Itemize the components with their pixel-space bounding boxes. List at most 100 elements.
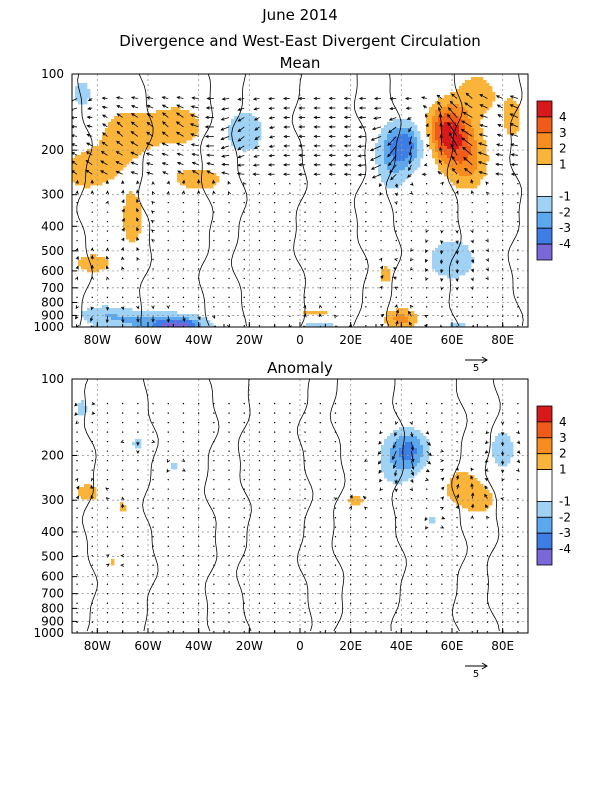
shade-cell bbox=[468, 490, 472, 494]
shade-cell bbox=[444, 161, 448, 165]
shade-cell bbox=[210, 323, 214, 327]
shade-cell bbox=[99, 257, 103, 261]
shade-cell bbox=[465, 83, 469, 87]
shade-cell bbox=[477, 173, 481, 177]
vector-dot bbox=[289, 574, 291, 576]
shade-cell bbox=[129, 218, 133, 222]
vector-dot bbox=[91, 201, 93, 204]
vector-dot bbox=[501, 488, 504, 490]
shade-cell bbox=[462, 260, 466, 264]
wind-vector-head bbox=[221, 97, 226, 101]
wind-vector-head bbox=[425, 268, 429, 273]
vector-dot bbox=[243, 296, 245, 299]
shade-cell bbox=[465, 116, 469, 120]
shade-cell bbox=[153, 116, 157, 120]
shade-cell bbox=[474, 176, 478, 180]
shade-cell bbox=[477, 164, 481, 168]
vector-dot bbox=[441, 306, 443, 308]
shade-cell bbox=[510, 451, 514, 455]
vector-dot bbox=[152, 564, 154, 566]
shade-cell bbox=[150, 131, 154, 135]
wind-vector-head bbox=[357, 135, 362, 139]
shade-cell bbox=[162, 116, 166, 120]
vector-dot bbox=[273, 478, 276, 481]
vector-dot bbox=[121, 621, 124, 623]
vector-dot bbox=[273, 296, 276, 299]
shade-cell bbox=[447, 173, 451, 177]
shade-cell bbox=[243, 116, 247, 120]
shade-cell bbox=[507, 107, 511, 111]
shade-cell bbox=[462, 257, 466, 261]
vector-dot bbox=[213, 412, 215, 414]
shade-cell bbox=[435, 248, 439, 252]
shade-cell bbox=[450, 122, 454, 126]
wind-vector-head bbox=[75, 495, 80, 500]
shade-cell bbox=[93, 266, 97, 270]
shade-cell bbox=[498, 433, 502, 437]
shade-cell bbox=[450, 146, 454, 150]
shade-cell bbox=[408, 442, 412, 446]
shade-cell bbox=[480, 487, 484, 491]
shade-cell bbox=[150, 113, 154, 117]
vector-dot bbox=[334, 526, 337, 528]
wind-vector-head bbox=[455, 286, 459, 291]
shade-cell bbox=[474, 182, 478, 186]
shade-cell bbox=[390, 131, 394, 135]
shade-cell bbox=[468, 131, 472, 135]
vector-dot bbox=[273, 421, 276, 424]
shade-cell bbox=[507, 98, 511, 102]
wind-vector-head bbox=[318, 304, 323, 309]
shade-cell bbox=[171, 134, 175, 138]
vector-dot bbox=[319, 421, 321, 424]
vector-dot bbox=[395, 402, 397, 405]
shade-cell bbox=[387, 179, 391, 183]
vector-dot bbox=[334, 201, 337, 204]
shade-cell bbox=[504, 451, 508, 455]
shade-cell bbox=[507, 457, 511, 461]
wind-vector-head bbox=[405, 96, 409, 101]
shade-cell bbox=[87, 317, 91, 321]
vector-dot bbox=[517, 516, 519, 519]
vector-dot bbox=[197, 239, 200, 242]
vector-dot bbox=[365, 325, 367, 327]
shade-cell bbox=[129, 119, 133, 123]
vector-dot bbox=[228, 421, 230, 424]
shade-cell bbox=[399, 457, 403, 461]
shade-cell bbox=[486, 98, 490, 102]
shade-cell bbox=[405, 451, 409, 455]
vector-dot bbox=[319, 612, 321, 614]
shade-cell bbox=[378, 158, 382, 162]
shade-cell bbox=[198, 185, 202, 189]
shade-cell bbox=[420, 463, 424, 467]
shade-cell bbox=[405, 143, 409, 147]
wind-vector bbox=[207, 162, 214, 166]
shade-cell bbox=[252, 122, 256, 126]
vector-dot bbox=[76, 507, 78, 509]
vector-dot bbox=[213, 488, 215, 490]
vector-dot bbox=[76, 526, 78, 528]
shade-cell bbox=[453, 490, 457, 494]
vector-dot bbox=[334, 211, 337, 213]
wind-vector-head bbox=[102, 123, 106, 127]
shade-cell bbox=[81, 179, 85, 183]
shade-cell bbox=[108, 161, 112, 165]
shade-cell bbox=[468, 266, 472, 270]
wind-vector-head bbox=[407, 310, 412, 315]
x-tick-label: 20E bbox=[339, 639, 362, 653]
shade-cell bbox=[516, 110, 520, 114]
shade-cell bbox=[471, 143, 475, 147]
vector-dot bbox=[121, 545, 124, 547]
shade-cell bbox=[441, 125, 445, 129]
wind-vector-head bbox=[101, 114, 106, 118]
shade-cell bbox=[120, 152, 124, 156]
vector-dot bbox=[304, 249, 306, 251]
shade-cell bbox=[513, 101, 517, 105]
wind-vector bbox=[116, 97, 123, 99]
shade-cell bbox=[180, 128, 184, 132]
vector-dot bbox=[106, 230, 109, 232]
vector-dot bbox=[152, 555, 154, 557]
wind-vector-head bbox=[175, 112, 180, 116]
wind-vector bbox=[510, 104, 519, 109]
wind-vector-head bbox=[509, 123, 514, 127]
wind-vector bbox=[465, 92, 473, 99]
